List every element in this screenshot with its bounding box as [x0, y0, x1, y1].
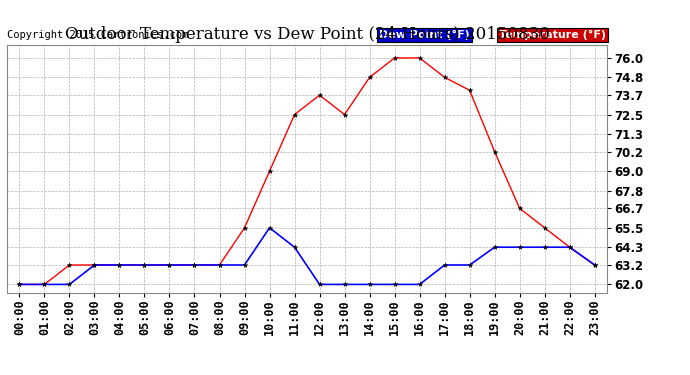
Text: Temperature (°F): Temperature (°F) [499, 30, 606, 40]
Text: Dew Point (°F): Dew Point (°F) [379, 30, 470, 40]
Text: Copyright 2015 Cartronics.com: Copyright 2015 Cartronics.com [7, 30, 188, 40]
Title: Outdoor Temperature vs Dew Point (24 Hours) 20150830: Outdoor Temperature vs Dew Point (24 Hou… [65, 27, 549, 44]
